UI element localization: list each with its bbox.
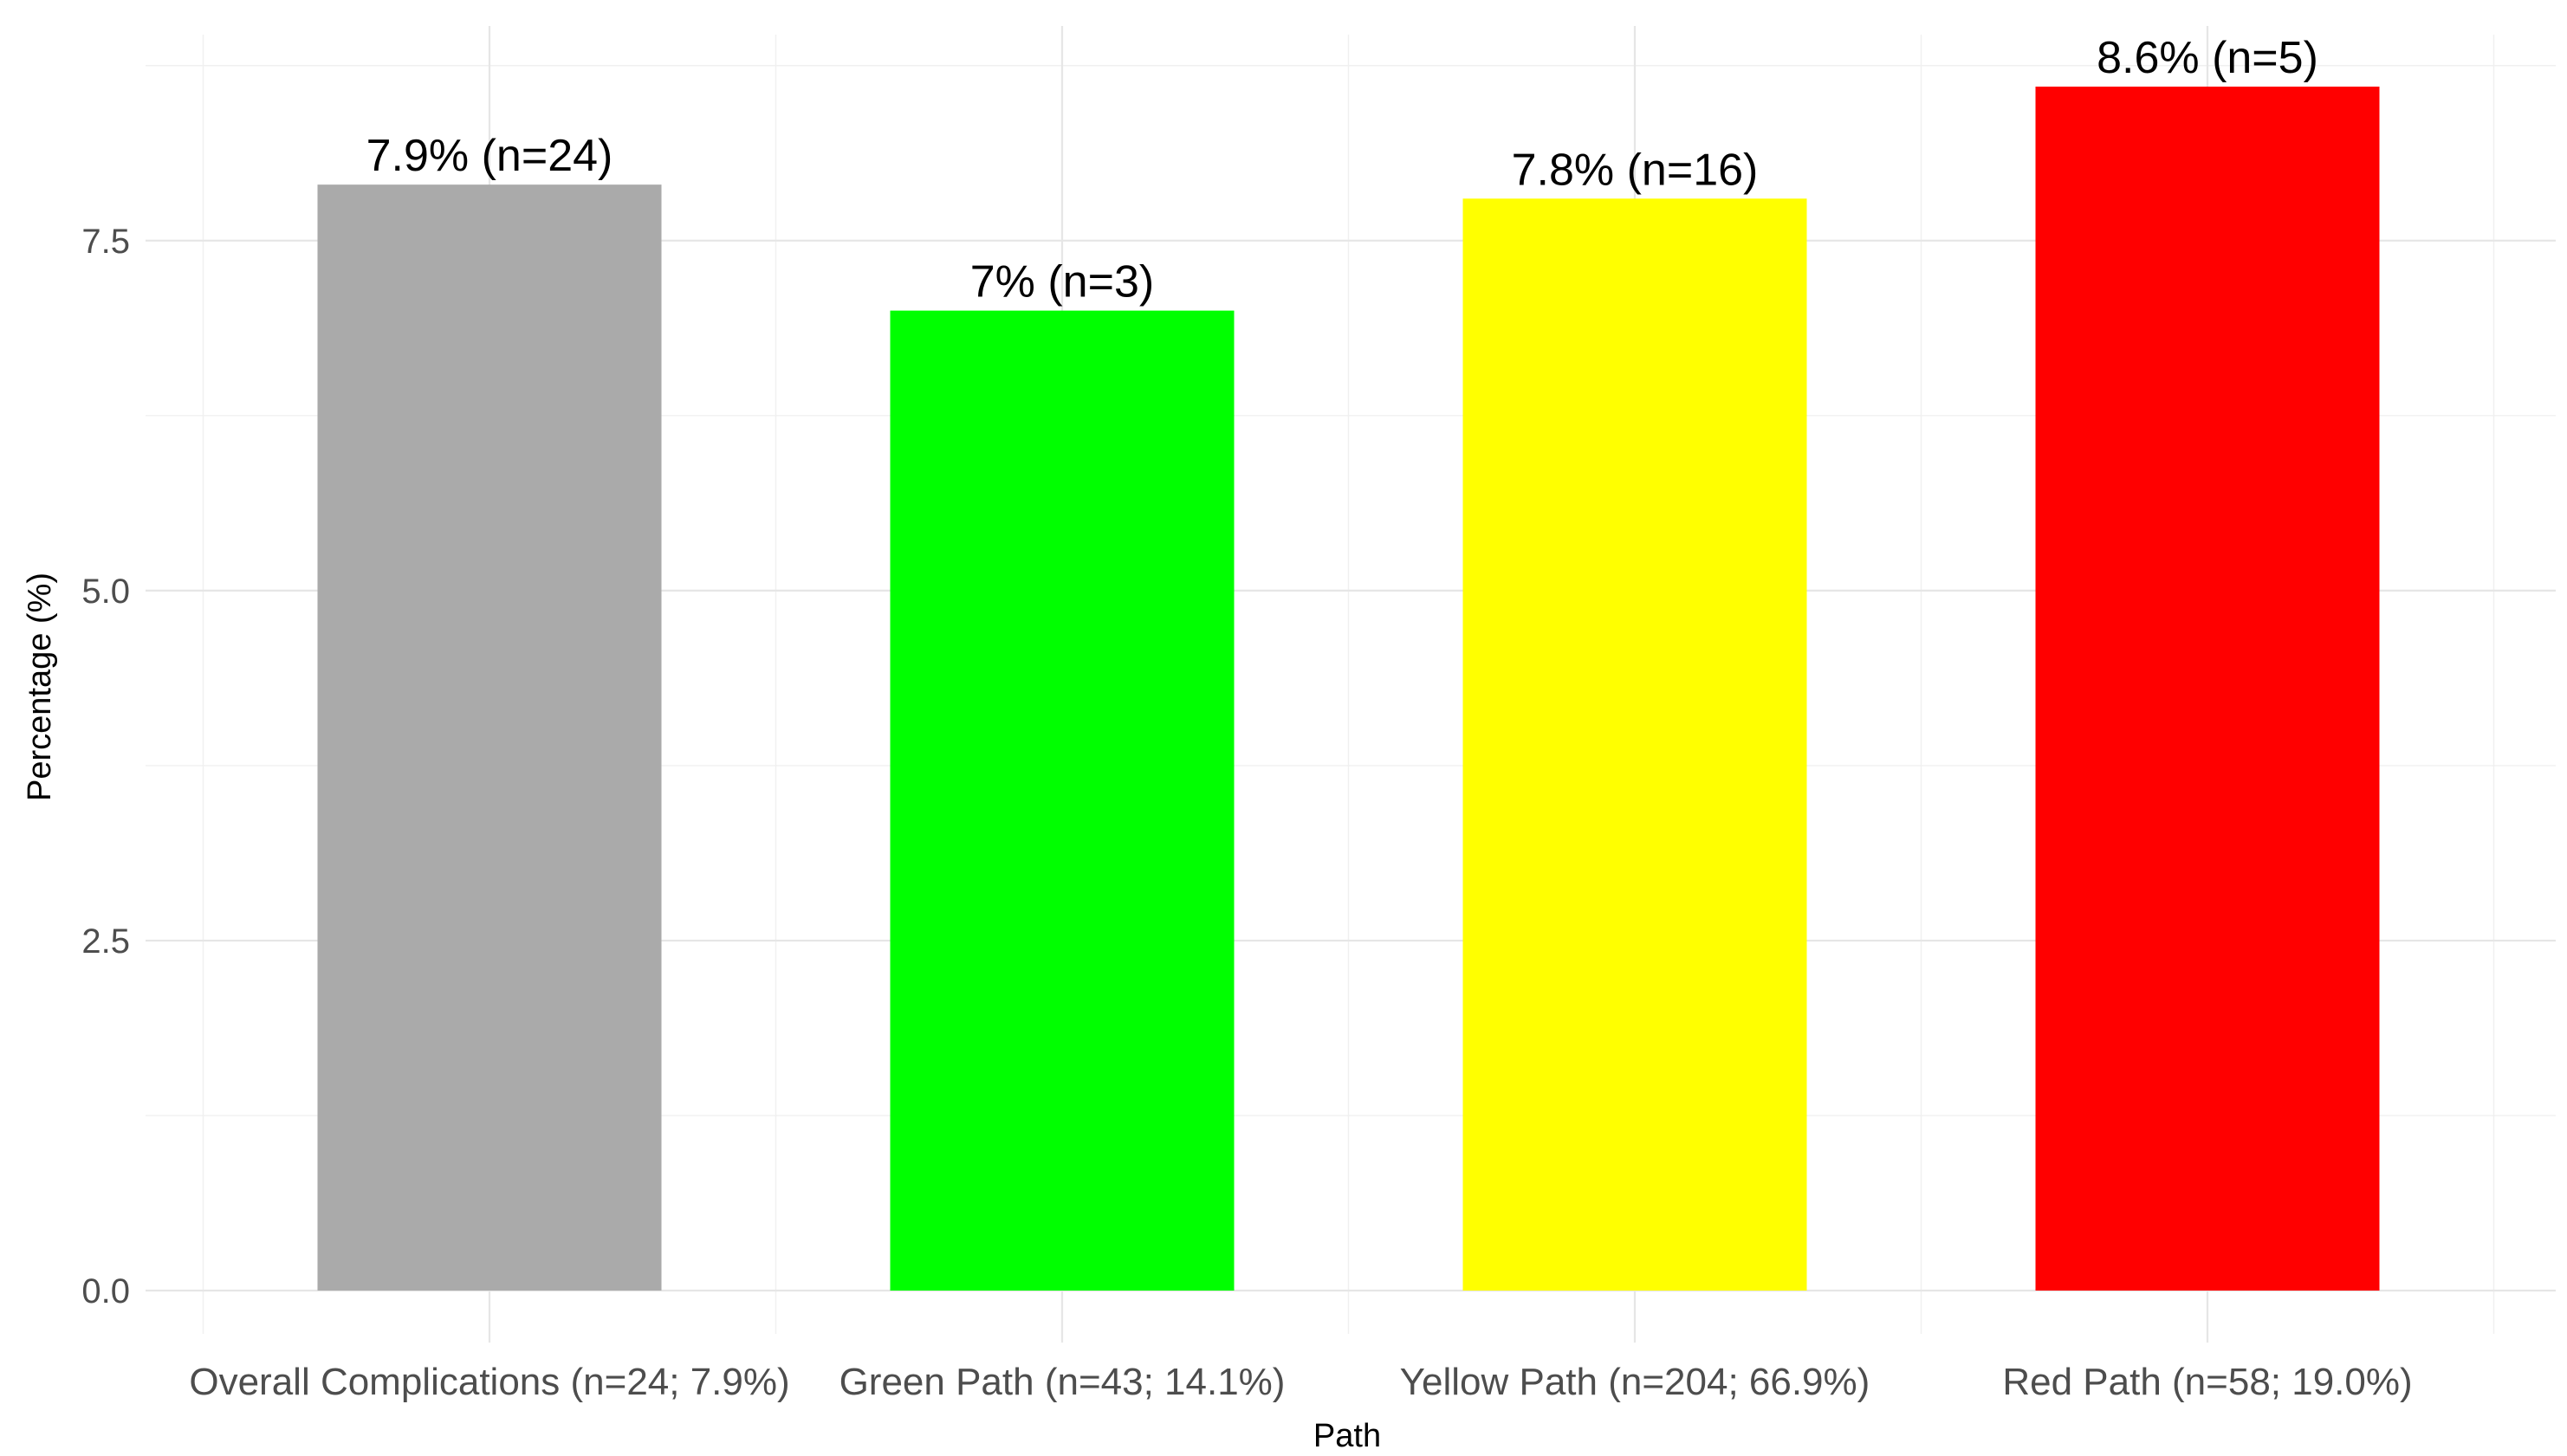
data-labels: 7.9% (n=24) 7% (n=3) 7.8% (n=16) 8.6% (n=5)	[366, 33, 2318, 307]
x-tick-label: Green Path (n=43; 14.1%)	[839, 1361, 1286, 1403]
data-label: 8.6% (n=5)	[2097, 33, 2318, 83]
bars	[317, 87, 2380, 1291]
bar	[890, 310, 1235, 1291]
x-axis-ticks: Overall Complications (n=24; 7.9%) Green …	[189, 1361, 2412, 1403]
data-label: 7.8% (n=16)	[1512, 145, 1759, 195]
x-tick-label: Red Path (n=58; 19.0%)	[2002, 1361, 2412, 1403]
data-label: 7% (n=3)	[970, 257, 1154, 307]
x-axis-title: Path	[1313, 1418, 1381, 1454]
y-tick-label: 0.0	[81, 1272, 130, 1310]
x-tick-label: Overall Complications (n=24; 7.9%)	[189, 1361, 789, 1403]
y-tick-label: 2.5	[81, 922, 130, 961]
y-tick-label: 5.0	[81, 573, 130, 611]
y-axis-title: Percentage (%)	[22, 573, 58, 801]
y-tick-label: 7.5	[81, 223, 130, 261]
bar	[1462, 198, 1807, 1291]
data-label: 7.9% (n=24)	[366, 131, 613, 181]
bar	[2035, 87, 2380, 1291]
bar	[317, 184, 662, 1291]
y-axis-ticks: 0.0 2.5 5.0 7.5	[81, 223, 130, 1310]
x-tick-label: Yellow Path (n=204; 66.9%)	[1400, 1361, 1870, 1403]
